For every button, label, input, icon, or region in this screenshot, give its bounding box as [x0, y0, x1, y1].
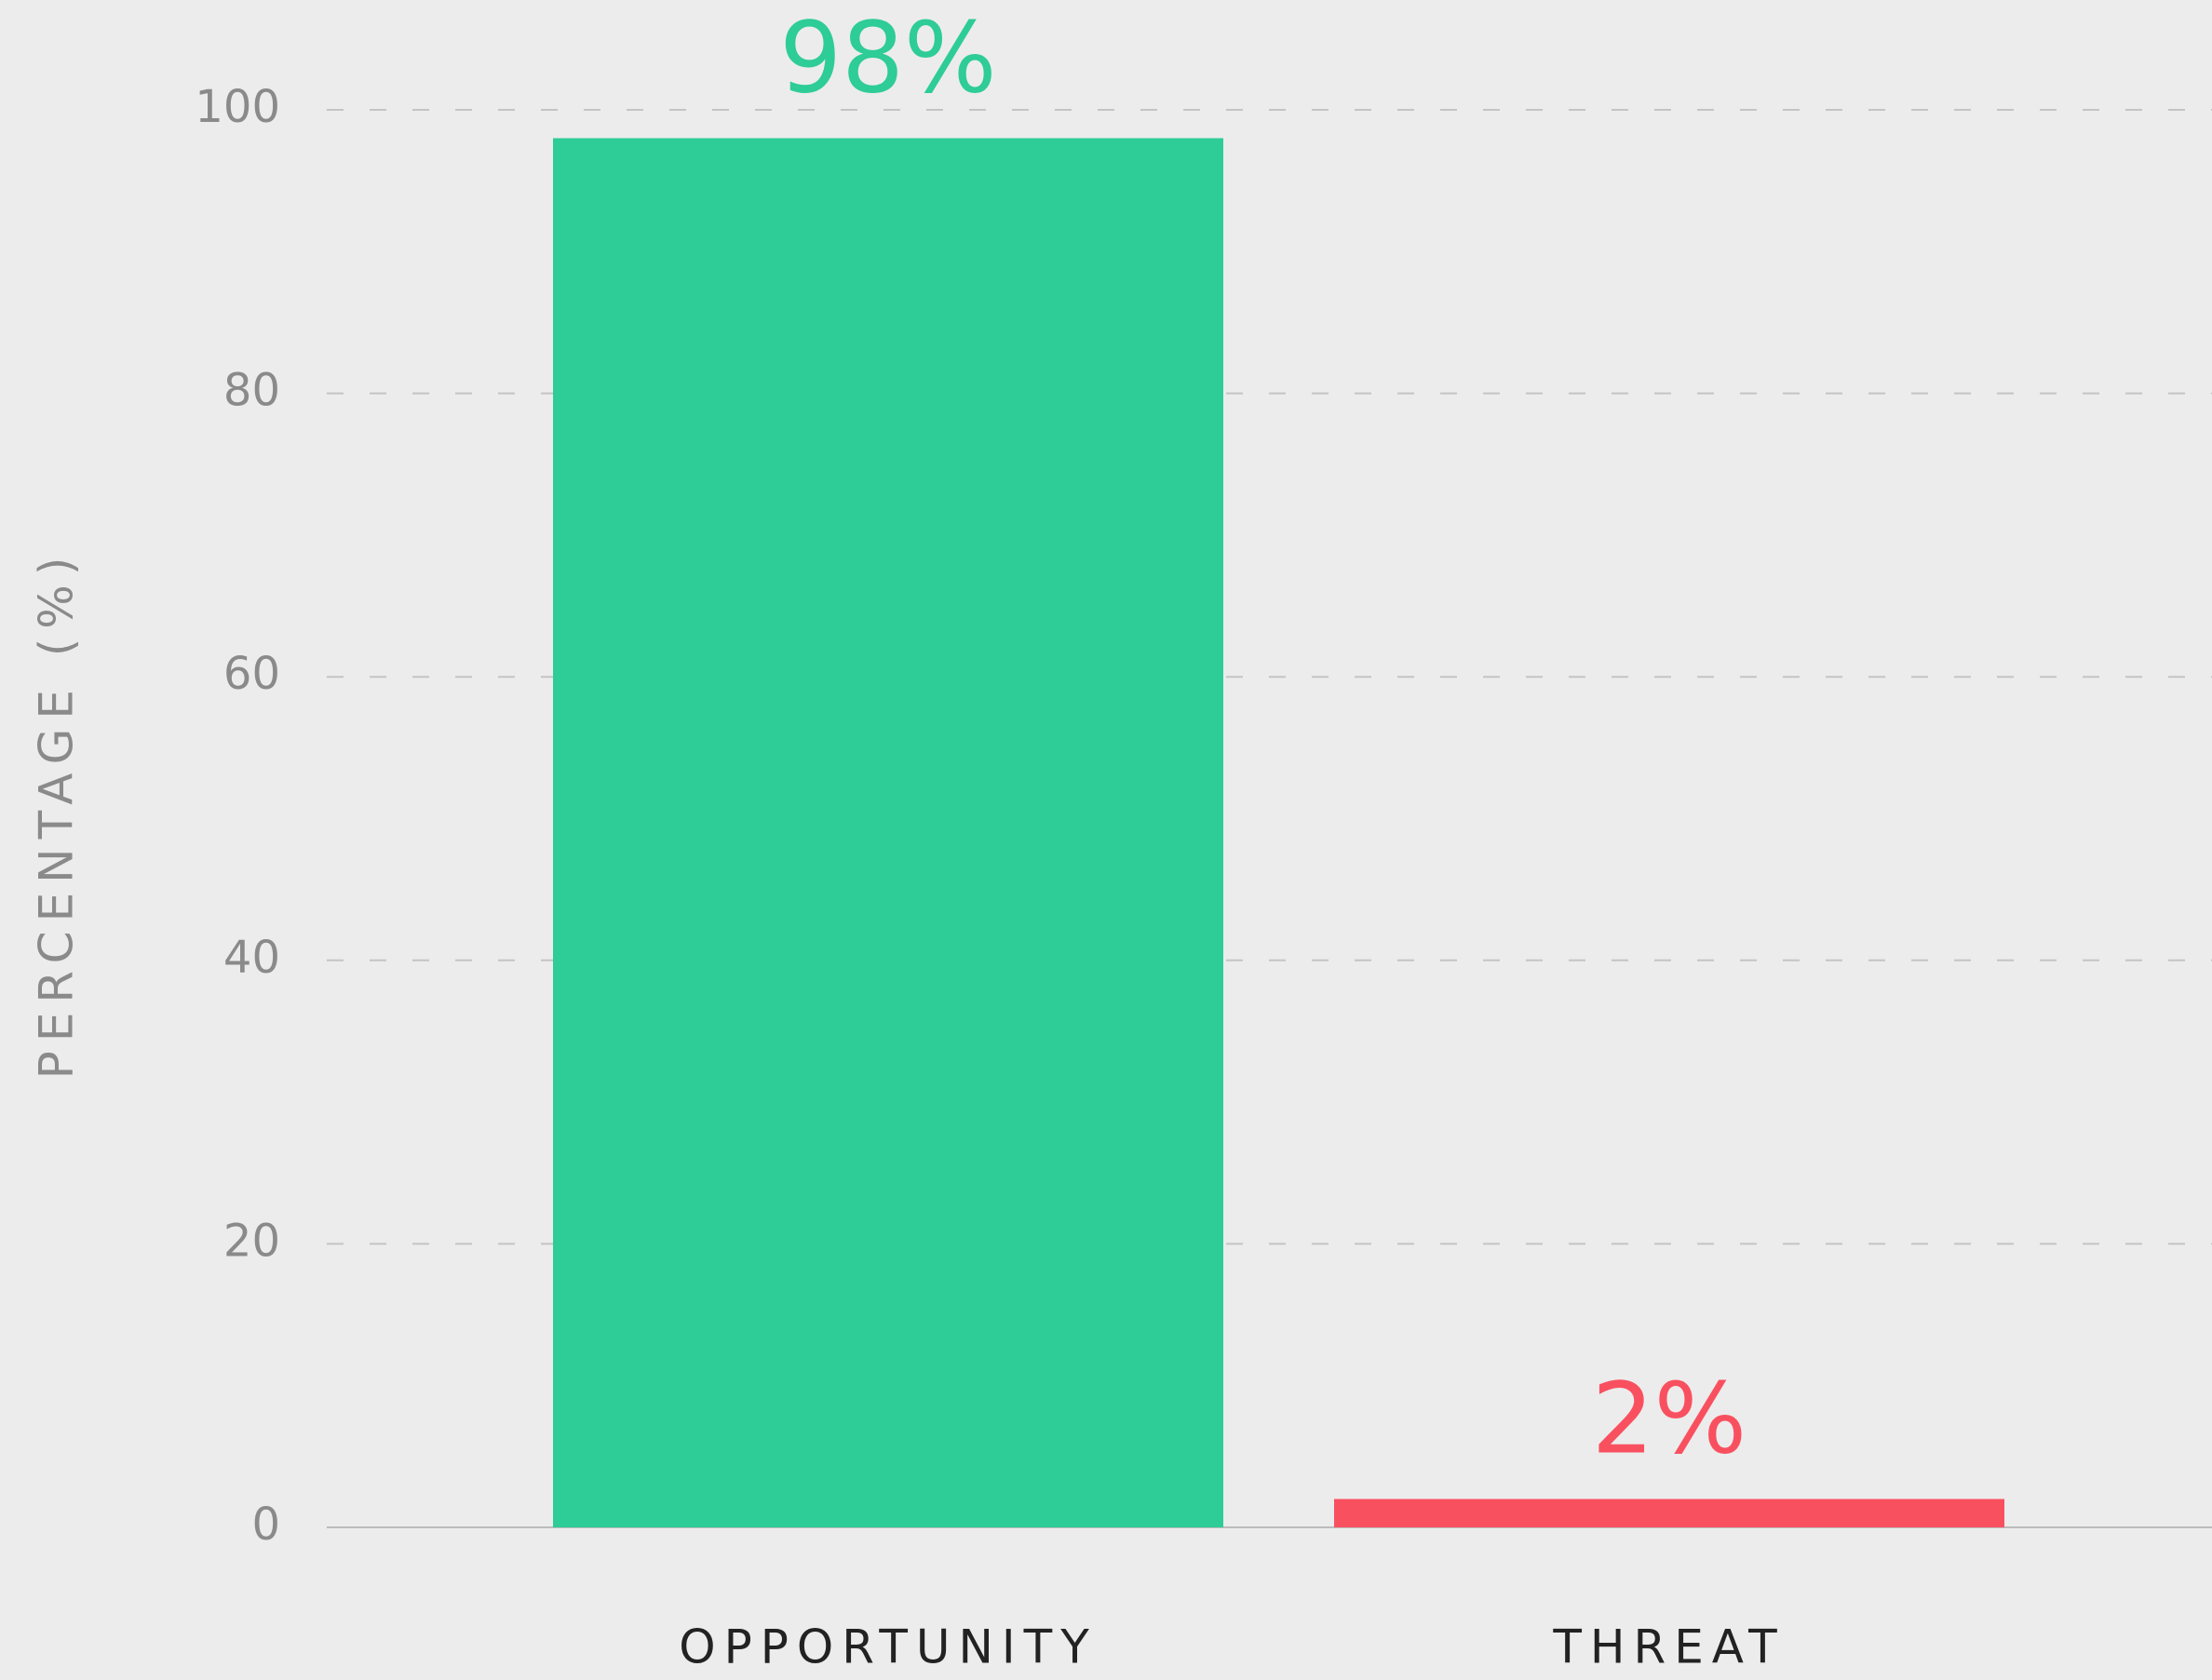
bar [553, 138, 1223, 1528]
y-tick-label: 60 [223, 648, 280, 700]
y-axis-title: PERCENTAGE (%) [30, 548, 84, 1080]
y-tick-label: 0 [251, 1499, 280, 1551]
x-tick-label: OPPORTUNITY [679, 1620, 1098, 1674]
value-label: 2% [1592, 1363, 1747, 1476]
value-label: 98% [779, 1, 996, 114]
y-tick-label: 20 [223, 1215, 280, 1267]
y-tick-label: 100 [195, 81, 280, 133]
x-tick-label: THREAT [1552, 1620, 1785, 1674]
y-tick-label: 80 [223, 365, 280, 417]
y-tick-label: 40 [223, 932, 280, 984]
bar [1334, 1499, 2004, 1527]
